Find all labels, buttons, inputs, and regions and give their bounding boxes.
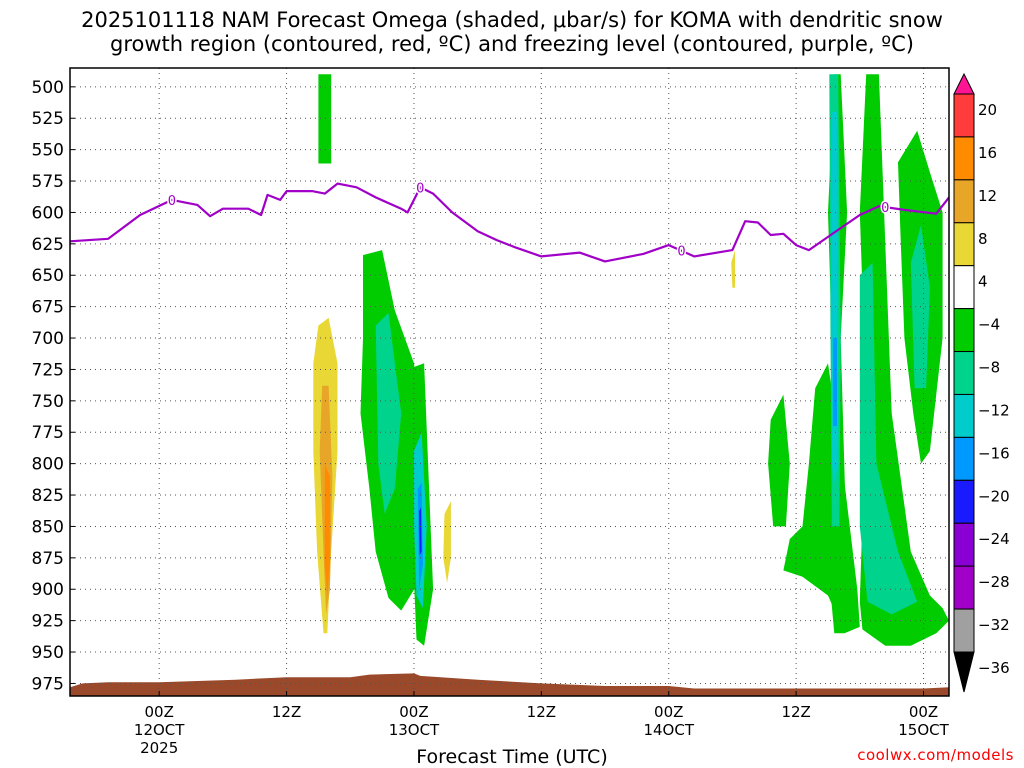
omega-region-20 <box>731 250 735 288</box>
colorbar-swatch <box>953 265 975 310</box>
y-tick-label: 850 <box>32 517 64 537</box>
y-tick-label: 725 <box>32 360 64 380</box>
freezing-level-line <box>70 182 949 263</box>
omega-shading-layer <box>313 74 949 646</box>
y-tick-label: 525 <box>32 109 64 129</box>
colorbar-swatch <box>953 608 975 653</box>
x-tick-label: 2025 <box>140 739 178 757</box>
x-tick-label: 12Z <box>527 703 556 721</box>
y-tick-label: 500 <box>32 78 64 98</box>
y-tick-label: 975 <box>32 674 64 694</box>
colorbar-label: 4 <box>978 273 988 291</box>
y-tick-label: 550 <box>32 141 64 161</box>
y-tick-label: 700 <box>32 329 64 349</box>
colorbar-swatch <box>953 479 975 524</box>
x-axis-title: Forecast Time (UTC) <box>416 746 608 768</box>
colorbar-label: −12 <box>978 401 1010 419</box>
x-tick-label: 14OCT <box>643 721 694 739</box>
plot-frame <box>69 67 950 697</box>
y-tick-label: 800 <box>32 455 64 475</box>
omega-region-22 <box>324 463 330 596</box>
colorbar-label: 16 <box>978 144 997 162</box>
colorbar-swatch <box>953 222 975 267</box>
y-tick-label: 750 <box>32 392 64 412</box>
freezing-level-label: 0 <box>881 201 889 216</box>
x-tick-label: 15OCT <box>898 721 949 739</box>
credit-text: coolwx.com/models <box>857 746 1014 764</box>
colorbar-label: −20 <box>978 487 1010 505</box>
chart-title-line-1: 2025101118 NAM Forecast Omega (shaded, μ… <box>81 8 943 32</box>
x-tick-label: 00Z <box>909 703 938 721</box>
x-tick-label: 12Z <box>781 703 810 721</box>
colorbar-swatch <box>953 393 975 438</box>
grid-layer <box>70 68 949 696</box>
x-tick-label: 12OCT <box>134 721 185 739</box>
colorbar-bottom-arrow <box>953 651 975 693</box>
x-tick-label: 13OCT <box>389 721 440 739</box>
colorbar-swatch <box>953 179 975 224</box>
colorbar-label: −24 <box>978 530 1010 548</box>
x-tick-label: 00Z <box>144 703 173 721</box>
y-tick-label: 650 <box>32 266 64 286</box>
x-tick-label: 00Z <box>399 703 428 721</box>
colorbar-swatch <box>953 136 975 181</box>
y-tick-label: 825 <box>32 486 64 506</box>
omega-region-16 <box>833 338 837 426</box>
colorbar-swatch <box>953 351 975 395</box>
omega-region-11 <box>859 262 918 615</box>
terrain-layer <box>70 673 949 696</box>
colorbar-label: −28 <box>978 573 1010 591</box>
colorbar-swatch <box>953 565 975 610</box>
freezing-level-label: 0 <box>416 181 424 196</box>
x-tick-label: 12Z <box>272 703 301 721</box>
colorbar-label: 20 <box>978 101 997 119</box>
y-tick-label: 925 <box>32 612 64 632</box>
y-tick-label: 900 <box>32 580 64 600</box>
colorbar-label: −32 <box>978 616 1010 634</box>
terrain-fill <box>70 673 949 696</box>
colorbar-swatch <box>953 308 975 353</box>
omega-region-4 <box>768 394 790 527</box>
colorbar-label: −8 <box>978 359 1000 377</box>
y-tick-label: 875 <box>32 549 64 569</box>
colorbar-swatch <box>953 436 975 481</box>
omega-region-19 <box>443 501 451 583</box>
omega-region-9 <box>375 312 402 514</box>
colorbar-label: 8 <box>978 230 988 248</box>
y-tick-label: 625 <box>32 235 64 255</box>
freezing-level-label: 0 <box>168 194 176 209</box>
y-axis: 500 525 550 575 600 625 650 675 700 725 750 775 800 8… <box>32 78 75 694</box>
colorbar-label: −36 <box>978 659 1010 677</box>
y-tick-label: 775 <box>32 423 64 443</box>
colorbar-swatch <box>953 93 975 138</box>
y-tick-label: 950 <box>32 643 64 663</box>
colorbar-label: −4 <box>978 316 1000 334</box>
omega-region-0 <box>318 74 332 164</box>
colorbar-top-arrow <box>953 72 975 95</box>
colorbar: 20 16 12 8 4 −4 −8 −12 −16 −20 −24 −28 −32 −36 <box>953 72 1010 693</box>
x-tick-label: 00Z <box>654 703 683 721</box>
omega-region-17 <box>419 507 422 556</box>
omega-region-5 <box>783 363 860 634</box>
colorbar-label: 12 <box>978 187 997 205</box>
y-tick-label: 675 <box>32 298 64 318</box>
y-tick-label: 600 <box>32 203 64 223</box>
freezing-level-layer: 0 0 0 0 <box>70 180 949 263</box>
y-tick-label: 575 <box>32 172 64 192</box>
freezing-level-label: 0 <box>677 245 685 260</box>
colorbar-label: −16 <box>978 444 1010 462</box>
chart-title-line-2: growth region (contoured, red, ºC) and f… <box>110 32 914 56</box>
colorbar-swatch <box>953 522 975 567</box>
